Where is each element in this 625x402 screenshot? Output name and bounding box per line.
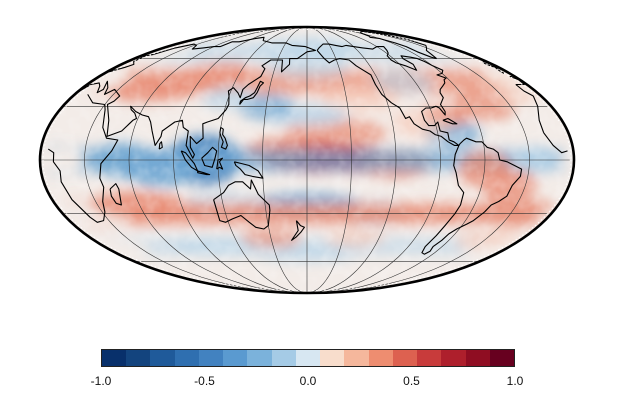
coastline — [76, 36, 316, 159]
coastline — [47, 94, 119, 223]
colorbar-bin — [344, 350, 369, 366]
colorbar-bin — [392, 350, 418, 366]
coastline — [233, 161, 264, 179]
colorbar-bin — [102, 350, 127, 366]
colorbar-bin — [417, 350, 442, 366]
coastline — [201, 146, 218, 168]
coastline — [316, 43, 460, 146]
colorbar-bin — [174, 350, 199, 366]
colorbar — [101, 349, 515, 367]
colorbar-bin — [295, 350, 321, 366]
colorbar-tick-label: -0.5 — [194, 374, 215, 388]
colorbar-bin — [441, 350, 466, 366]
coastline — [197, 170, 211, 176]
colorbar-bin — [126, 350, 151, 366]
coastline — [158, 141, 163, 150]
coastline — [543, 132, 568, 154]
colorbar-tick-label: 1.0 — [506, 374, 524, 388]
colorbar-bin — [271, 350, 296, 366]
colorbar-bin — [320, 350, 345, 366]
coastline — [216, 157, 224, 170]
colorbar-tick-label: 0.5 — [403, 374, 420, 388]
coastline — [291, 220, 305, 241]
map-border-dashes — [42, 29, 572, 291]
coastline — [421, 137, 523, 255]
map-border — [38, 25, 576, 295]
colorbar-bin — [223, 350, 248, 366]
coastline — [442, 117, 458, 125]
colorbar-bin — [247, 350, 272, 366]
colorbar-bin — [150, 350, 175, 366]
coastline — [532, 95, 545, 133]
coastline — [219, 126, 228, 150]
colorbar-tick-label: -1.0 — [90, 374, 112, 388]
colorbar-bin — [368, 350, 393, 366]
coastline — [515, 84, 534, 97]
coastline — [213, 179, 271, 230]
coastlines — [47, 30, 568, 255]
colorbar-bin — [489, 350, 514, 366]
coastline — [109, 183, 122, 206]
coastline — [239, 80, 265, 105]
colorbar-bin — [198, 350, 224, 366]
colorbar-tick-label: 0.0 — [299, 374, 317, 388]
colorbar-bin — [465, 350, 490, 366]
anomaly-field — [40, 27, 574, 293]
